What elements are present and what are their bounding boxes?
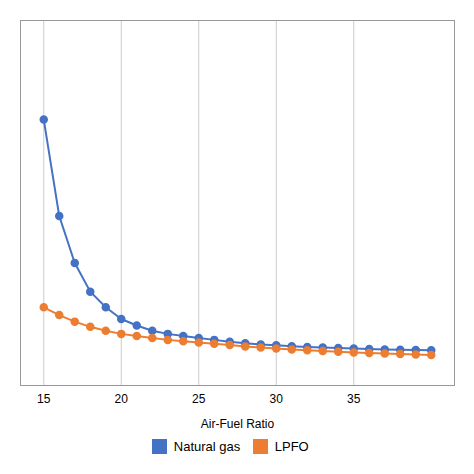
html-text:Natural gas: Natural gas	[173, 439, 241, 454]
svg-text:30: 30	[270, 392, 284, 406]
svg-text:Air-Fuel Ratio: Air-Fuel Ratio	[201, 417, 275, 431]
svg-text:35: 35	[347, 392, 361, 406]
svg-text:20: 20	[115, 392, 129, 406]
svg-text:25: 25	[192, 392, 206, 406]
svg-text:15: 15	[37, 392, 51, 406]
html-text:LPFO: LPFO	[274, 439, 309, 454]
